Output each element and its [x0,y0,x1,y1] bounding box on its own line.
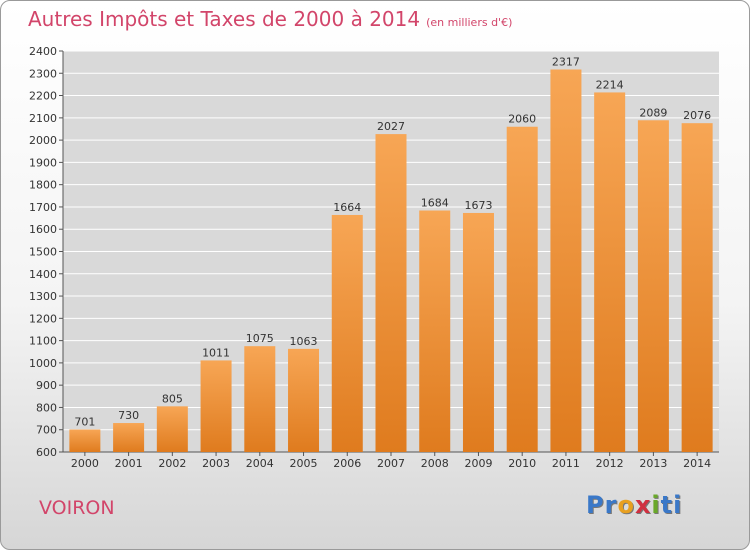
logo-letter: i [651,491,661,519]
x-tick-label: 2010 [508,457,536,470]
bar-value-label: 2214 [596,78,624,91]
y-tick-label: 1300 [29,290,57,303]
y-tick-label: 2400 [29,45,57,58]
x-tick-label: 2014 [683,457,711,470]
logo-letter: Pr [586,491,618,519]
y-tick-label: 2300 [29,67,57,80]
x-tick-label: 2013 [639,457,667,470]
bar-value-label: 2076 [683,109,711,122]
chart-title: Autres Impôts et Taxes de 2000 à 2014 (en… [28,7,512,31]
x-tick-label: 2005 [290,457,318,470]
bar-value-label: 730 [118,409,139,422]
y-tick-label: 1600 [29,223,57,236]
bar [69,429,101,452]
chart-title-unit: (en milliers d'€) [426,16,513,29]
bar-value-label: 2089 [639,106,667,119]
bar [419,210,451,452]
chart-title-text: Autres Impôts et Taxes de 2000 à 2014 [28,7,421,31]
y-tick-label: 1700 [29,201,57,214]
bar-value-label: 701 [74,415,95,428]
x-tick-label: 2002 [158,457,186,470]
y-tick-label: 2100 [29,112,57,125]
y-tick-label: 2200 [29,90,57,103]
bar [594,92,626,452]
bar [550,69,582,453]
y-tick-label: 1500 [29,246,57,259]
y-tick-label: 600 [36,446,57,459]
x-tick-label: 2012 [596,457,624,470]
x-tick-label: 2003 [202,457,230,470]
logo-letter: ti [660,491,683,519]
bar [331,214,363,452]
bar-value-label: 1011 [202,346,230,359]
x-tick-label: 2007 [377,457,405,470]
bar [506,126,538,452]
bar-value-label: 1673 [464,199,492,212]
x-tick-label: 2004 [246,457,274,470]
bar [113,423,145,452]
bar-value-label: 1684 [421,197,449,210]
bar [637,120,669,453]
x-tick-label: 2011 [552,457,580,470]
bar-value-label: 2317 [552,55,580,68]
bar-value-label: 2060 [508,113,536,126]
bar [156,406,188,452]
y-tick-label: 1000 [29,357,57,370]
bar [200,360,232,452]
bar [681,123,713,453]
x-tick-label: 2001 [115,457,143,470]
y-tick-label: 1800 [29,179,57,192]
y-tick-label: 1200 [29,312,57,325]
city-label: VOIRON [39,497,115,519]
bar [462,212,494,452]
logo-letter: o [617,491,635,519]
bar-value-label: 1063 [290,335,318,348]
y-tick-label: 1400 [29,268,57,281]
x-tick-label: 2000 [71,457,99,470]
logo-letter: x [634,491,652,519]
y-tick-label: 2000 [29,134,57,147]
bar [244,346,276,452]
y-tick-label: 1100 [29,335,57,348]
bar-value-label: 1664 [333,201,361,214]
bar [375,134,407,452]
y-tick-label: 1900 [29,156,57,169]
proxiti-logo: Proxiti [586,491,682,519]
x-tick-label: 2008 [421,457,449,470]
y-tick-label: 900 [36,379,57,392]
bar-value-label: 2027 [377,120,405,133]
y-tick-label: 700 [36,424,57,437]
bar-value-label: 1075 [246,332,274,345]
y-tick-label: 800 [36,401,57,414]
x-tick-label: 2009 [464,457,492,470]
bar-value-label: 805 [162,392,183,405]
bar [288,348,320,452]
x-tick-label: 2006 [333,457,361,470]
